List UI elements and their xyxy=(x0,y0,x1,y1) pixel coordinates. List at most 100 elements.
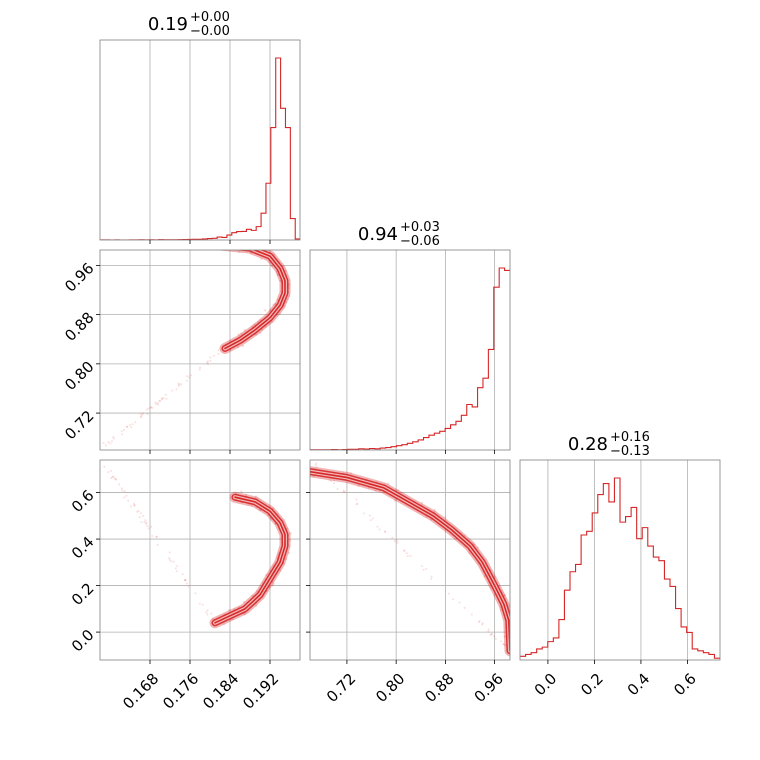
scatter-point xyxy=(266,514,270,517)
scatter-point xyxy=(247,244,249,246)
scatter-point xyxy=(250,246,252,248)
title-param-0: 0.19 +0.00−0.00 xyxy=(148,10,230,39)
panel-frame xyxy=(99,249,301,451)
scatter-point xyxy=(420,501,424,504)
scatter-point xyxy=(186,375,189,378)
x-tick-label: 0.176 xyxy=(159,670,202,713)
scatter-point xyxy=(503,594,506,597)
scatter-point xyxy=(241,246,243,248)
scatter-point xyxy=(223,246,225,248)
scatter-point xyxy=(425,567,428,570)
scatter-point xyxy=(156,401,159,404)
scatter-point xyxy=(237,346,240,349)
scatter-point xyxy=(228,608,231,612)
scatter-point xyxy=(330,480,333,483)
scatter-point xyxy=(133,504,136,507)
title-lower-error: −0.06 xyxy=(400,234,440,249)
y-tick-label: 0.2 xyxy=(68,579,98,609)
scatter-panel-1-0 xyxy=(96,241,301,454)
scatter-point xyxy=(118,483,121,486)
scatter-point xyxy=(217,243,219,245)
panel-frame xyxy=(519,459,721,661)
scatter-point xyxy=(122,429,125,432)
scatter-point xyxy=(503,594,506,597)
scatter-point xyxy=(284,557,288,560)
grid xyxy=(346,250,496,450)
y-tick-label: 0.96 xyxy=(61,259,97,295)
scatter-point xyxy=(483,575,486,578)
scatter-point xyxy=(103,465,106,468)
scatter-point xyxy=(185,582,188,585)
grid xyxy=(100,250,300,450)
contour-inner xyxy=(310,470,510,652)
scatter-point xyxy=(157,403,160,406)
scatter-point xyxy=(178,383,181,386)
title-value: 0.19 xyxy=(148,14,188,35)
scatter-point xyxy=(187,243,189,245)
scatter-point xyxy=(162,396,165,399)
scatter-point xyxy=(146,413,149,416)
scatter-point xyxy=(150,406,153,409)
scatter-point xyxy=(140,521,143,524)
scatter-point xyxy=(110,476,113,479)
scatter-point xyxy=(205,611,208,614)
scatter-point xyxy=(217,352,220,355)
scatter-point xyxy=(451,598,454,601)
scatter-point xyxy=(220,243,222,245)
scatter-point xyxy=(142,412,145,415)
scatter-point xyxy=(184,579,187,582)
scatter-point xyxy=(155,535,158,538)
scatter-point xyxy=(184,242,186,244)
scatter-point xyxy=(210,244,212,246)
scatter-point xyxy=(511,639,513,641)
plot-area xyxy=(520,477,720,659)
scatter-point xyxy=(489,634,492,637)
scatter-point xyxy=(490,587,493,590)
scatter-point xyxy=(121,433,124,436)
scatter-point xyxy=(172,560,175,563)
scatter-point xyxy=(253,323,256,326)
histogram-panel-0 xyxy=(99,39,301,244)
scatter-point xyxy=(180,383,183,386)
x-tick-label: 0.192 xyxy=(239,670,282,713)
scatter-point xyxy=(270,265,273,268)
scatter-point xyxy=(274,522,277,526)
contour-inner xyxy=(214,496,286,624)
scatter-point xyxy=(243,613,246,616)
scatter-point xyxy=(107,471,110,474)
scatter-point xyxy=(288,283,291,286)
scatter-point xyxy=(210,612,213,615)
scatter-point xyxy=(217,348,220,351)
scatter-point xyxy=(356,502,359,505)
scatter-point xyxy=(223,622,226,626)
scatter-point xyxy=(218,242,220,244)
scatter-point xyxy=(285,300,288,304)
title-lower-error: −0.00 xyxy=(190,24,230,39)
scatter-point xyxy=(168,558,171,561)
scatter-point xyxy=(212,241,214,243)
scatter-point xyxy=(490,632,493,635)
scatter-point xyxy=(140,415,143,418)
scatter-point xyxy=(276,273,279,276)
scatter-point xyxy=(147,527,150,530)
scatter-point xyxy=(144,519,147,522)
scatter-point xyxy=(255,333,258,336)
scatter-point xyxy=(147,407,150,410)
scatter-point xyxy=(178,384,181,387)
scatter-point xyxy=(244,493,248,496)
scatter-point xyxy=(333,482,336,485)
scatter-point xyxy=(270,320,273,323)
scatter-point xyxy=(201,603,204,606)
scatter-point xyxy=(387,482,390,485)
y-tick-label: 0.4 xyxy=(68,533,98,563)
scatter-point xyxy=(491,633,494,636)
scatter-point xyxy=(175,570,178,573)
scatter-point xyxy=(189,374,192,377)
panel-frame xyxy=(99,39,301,241)
scatter-point xyxy=(219,243,221,245)
title-lower-error: −0.13 xyxy=(610,444,650,459)
scatter-point xyxy=(476,546,479,549)
scatter-point xyxy=(342,490,345,493)
scatter-point xyxy=(289,532,292,535)
scatter-point xyxy=(187,585,190,588)
